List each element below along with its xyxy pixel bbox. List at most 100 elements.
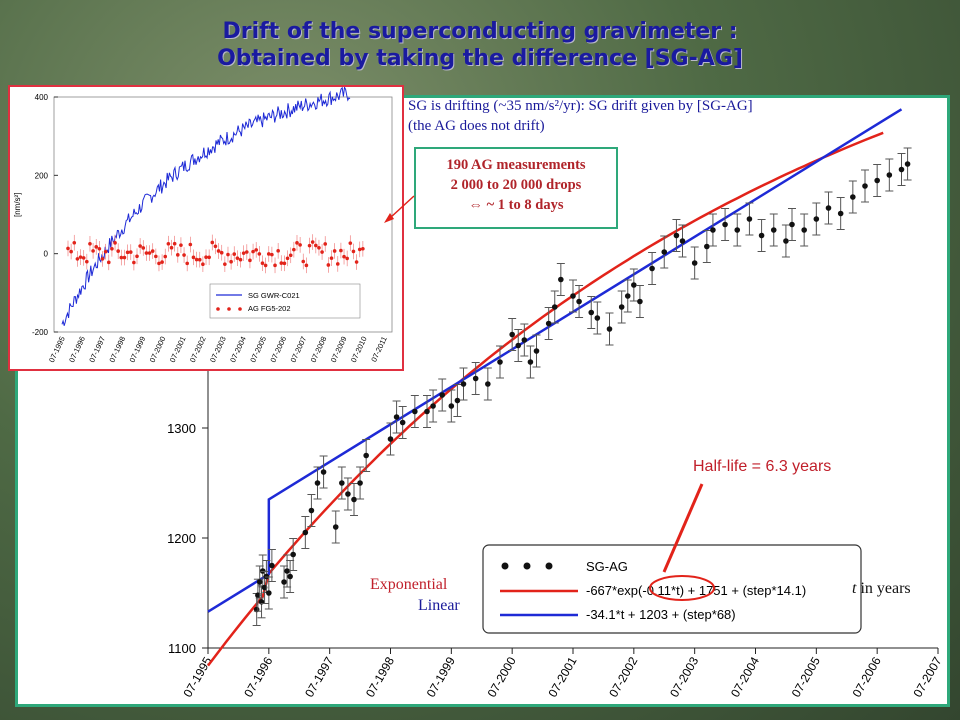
- measurement-callout: 190 AG measurements 2 000 to 20 000 drop…: [414, 147, 618, 229]
- inset-ag-point: [266, 252, 271, 256]
- sg-ag-point: [472, 375, 479, 382]
- inset-legend: SG GWR-C021 AG FG5-202: [209, 283, 361, 319]
- half-life-label: Half-life = 6.3 years: [693, 458, 832, 475]
- sg-ag-point: [287, 573, 293, 580]
- inset-legend-box: [209, 283, 361, 319]
- inset-ag-point: [219, 250, 224, 255]
- sg-ag-point: [314, 480, 321, 486]
- inset-ag-point: [351, 249, 356, 254]
- inset-ag-point: [147, 251, 152, 255]
- sg-ag-point: [746, 216, 753, 222]
- sg-ag-point: [290, 551, 296, 558]
- legend: SG-AG -667*exp(-0.11*t) + 1751 + (step*14…: [482, 544, 862, 634]
- callout-line-3: ⇔ ~ 1 to 8 days: [468, 197, 564, 213]
- sg-ag-point: [521, 337, 528, 343]
- inset-ag-point: [216, 249, 221, 253]
- sg-ag-point: [515, 342, 522, 349]
- sg-ag-point: [825, 205, 832, 211]
- sg-ag-point: [509, 331, 515, 338]
- inset-x-tick-label: 07-2005: [248, 335, 268, 364]
- inset-ag-point: [188, 242, 193, 247]
- inset-legend-entry: SG GWR-C021: [248, 291, 300, 300]
- inset-ag-point: [175, 253, 180, 257]
- x-tick-label: 07-2007: [910, 654, 944, 699]
- sg-ag-point: [256, 579, 263, 585]
- sg-ag-point: [758, 232, 765, 239]
- sg-ag-point: [497, 359, 503, 365]
- exponential-fit-line: [207, 131, 884, 667]
- x-tick-label: 07-1995: [180, 654, 214, 699]
- y-tick-label: 1200: [167, 531, 196, 546]
- inset-ag-point: [150, 249, 155, 253]
- inset-ag-point: [91, 249, 95, 253]
- inset-ag-point: [182, 253, 186, 257]
- sg-ag-point: [704, 243, 710, 250]
- linear-label: Linear: [418, 597, 460, 614]
- inset-ag-point: [295, 241, 299, 245]
- inset-ag-point: [88, 241, 92, 246]
- t-unit: in years: [856, 580, 911, 597]
- sg-ag-point: [886, 172, 893, 178]
- inset-ag-point: [301, 259, 306, 264]
- inset-y-tick-label: -200: [32, 328, 49, 337]
- y-tick-label: 1100: [168, 641, 196, 656]
- inset-ag-point: [292, 247, 296, 252]
- inset-ag-point: [320, 250, 324, 254]
- inset-ag-point: [144, 251, 149, 255]
- inset-y-axis-label: [nm/s²]: [13, 193, 22, 217]
- sg-ag-point: [813, 216, 820, 222]
- inset-ag-point: [213, 244, 218, 249]
- inset-ag-point: [285, 256, 290, 261]
- inset-y-tick-label: 200: [35, 171, 49, 180]
- inset-ag-point: [314, 243, 318, 248]
- inset-y-tick-label: 400: [35, 93, 49, 102]
- sg-ag-point: [862, 183, 868, 189]
- inset-ag-point: [257, 252, 262, 256]
- sg-ag-point: [558, 276, 564, 283]
- sg-ag-point: [570, 293, 576, 299]
- sg-ag-point: [850, 194, 856, 200]
- inset-ag-point: [345, 256, 349, 261]
- inset-ag-point: [329, 256, 334, 260]
- legend-entry: -667*exp(-0.11*t) + 1751 + (step*14.1): [586, 583, 806, 598]
- sg-ag-point: [448, 403, 455, 409]
- sg-ag-point: [661, 249, 668, 255]
- sg-ag-point: [898, 166, 905, 173]
- inset-ag-point: [128, 250, 133, 254]
- sg-ag-point: [904, 161, 911, 167]
- inset-x-tick-label: 07-1998: [107, 335, 127, 364]
- sg-ag-point: [460, 381, 467, 387]
- y-tick-label: 1300: [167, 421, 196, 436]
- sg-ag-point: [439, 392, 446, 398]
- inset-ag-point: [232, 252, 237, 256]
- inset-x-tick-label: 07-1999: [128, 335, 148, 364]
- inset-ag-point: [197, 257, 202, 262]
- inset-ag-point: [119, 255, 124, 260]
- inset-ag-point: [276, 249, 280, 253]
- sg-ag-point: [734, 227, 741, 233]
- callout-line-1: 190 AG measurements: [446, 157, 586, 173]
- sg-ag-point: [332, 524, 339, 530]
- sg-ag-point: [624, 293, 631, 299]
- inset-legend-red-marker: [216, 307, 220, 311]
- inset-ag-point: [304, 263, 309, 268]
- inset-ag-point: [339, 248, 343, 253]
- inset-ag-point: [279, 261, 284, 265]
- inset-x-tick-label: 07-2009: [329, 335, 349, 364]
- sg-ag-point: [266, 590, 272, 596]
- inset-x-tick-label: 07-2004: [228, 335, 248, 364]
- inset-ag-point: [326, 263, 331, 267]
- inset-ag-point: [251, 249, 255, 254]
- callout-line-2: 2 000 to 20 000 drops: [450, 177, 582, 193]
- x-tick-label: 07-1997: [302, 654, 336, 699]
- x-tick-label: 07-2004: [728, 654, 762, 699]
- inset-x-tick-label: 07-1995: [47, 335, 67, 364]
- sg-ag-point: [679, 238, 686, 244]
- sg-ag-point: [284, 568, 290, 574]
- inset-ag-point: [72, 240, 77, 245]
- inset-ag-point: [245, 250, 249, 254]
- inset-ag-point: [185, 261, 189, 266]
- sg-ag-point: [588, 309, 595, 316]
- inset-ag-point: [229, 259, 233, 264]
